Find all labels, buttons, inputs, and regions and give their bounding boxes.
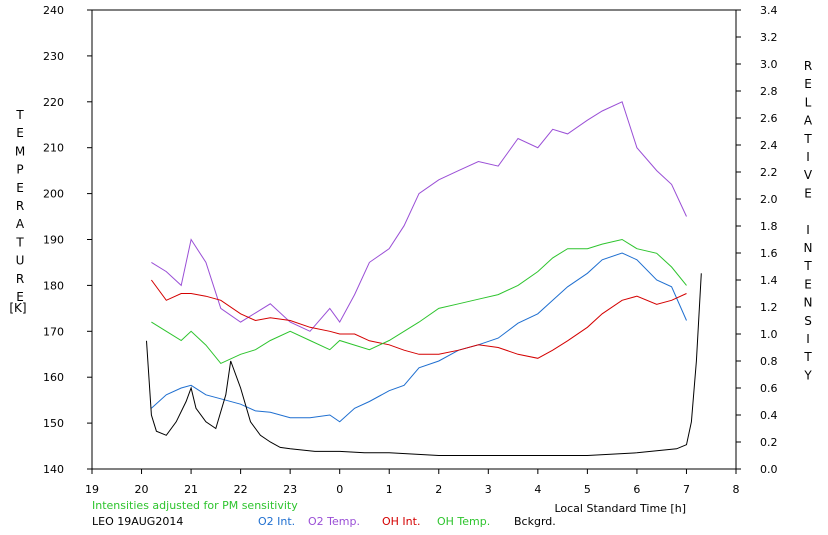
axis-label-letter: R (16, 199, 24, 213)
axis-label-letter: E (16, 126, 24, 140)
y-tick-label: 240 (43, 4, 64, 17)
axis-label-letter: T (15, 108, 24, 122)
x-tick-label: 20 (135, 483, 149, 496)
legend-entry: O2 Temp. (308, 515, 360, 528)
right-axis: 0.0 0.2 0.4 0.6 0.8 1.0 1.2 1.4 1.6 1.8 2.0 2.2 2.4 2… (736, 4, 778, 476)
axis-label-letter: V (804, 168, 813, 182)
series-line-oh-int (150, 279, 687, 359)
axis-label-letter: Y (803, 368, 812, 382)
x-tick-label: 0 (336, 483, 343, 496)
y2-tick-label: 3.2 (760, 31, 778, 44)
axis-label-letter: N (804, 241, 813, 255)
axis-label-letter: I (806, 332, 810, 346)
axis-label-letter: T (803, 132, 812, 146)
y2-tick-label: 0.8 (760, 355, 778, 368)
x-tick-label: 21 (184, 483, 198, 496)
x-tick-label: 5 (584, 483, 591, 496)
axis-label-letter: R (804, 59, 812, 73)
axis-label-letter: T (803, 350, 812, 364)
y2-tick-label: 0.2 (760, 436, 778, 449)
x-tick-label: 6 (633, 483, 640, 496)
axis-label-letter: U (16, 254, 25, 268)
y-tick-label: 160 (43, 371, 64, 384)
y2-tick-label: 1.8 (760, 220, 778, 233)
y2-tick-label: 1.2 (760, 301, 778, 314)
legend-entry: Bckgrd. (514, 515, 556, 528)
axis-label-letter: I (806, 150, 810, 164)
y-tick-label: 170 (43, 325, 64, 338)
axis-label-letter: T (15, 235, 24, 249)
series-layer (146, 101, 702, 456)
x-tick-label: 4 (534, 483, 541, 496)
series-line-o2-temp (151, 101, 687, 332)
x-tick-label: 8 (733, 483, 740, 496)
sensitivity-note: Intensities adjusted for PM sensitivity (92, 499, 298, 512)
axis-label-letter: S (804, 314, 812, 328)
plot-frame (91, 9, 737, 470)
axis-label-letter: E (804, 277, 812, 291)
axis-label-letter: N (804, 296, 813, 310)
legend-entry: O2 Int. (258, 515, 295, 528)
axis-label-letter: L (805, 95, 812, 109)
legend-entry: OH Int. (382, 515, 420, 528)
y-tick-label: 210 (43, 142, 64, 155)
series-line-bckgrd (146, 273, 702, 456)
y2-tick-label: 2.4 (760, 139, 778, 152)
y2-tick-label: 1.4 (760, 274, 778, 287)
x-tick-label: 19 (85, 483, 99, 496)
x-tick-label: 2 (435, 483, 442, 496)
y-tick-label: 150 (43, 417, 64, 430)
station-label: LEO 19AUG2014 (92, 515, 183, 528)
x-tick-label: 1 (386, 483, 393, 496)
axis-label-letter: A (16, 217, 25, 231)
x-tick-label: 23 (283, 483, 297, 496)
y-tick-label: 230 (43, 50, 64, 63)
y-tick-label: 140 (43, 463, 64, 476)
axis-label-letter: E (16, 181, 24, 195)
legend: O2 Int. O2 Temp. OH Int. OH Temp. Bckgrd. (258, 515, 556, 528)
y-axis-unit: [K] (9, 301, 26, 315)
x-tick-label: 7 (683, 483, 690, 496)
series-line-o2-int (151, 252, 687, 423)
x-axis: 19 20 21 22 23 0 1 2 3 4 5 6 7 8 (85, 469, 740, 496)
legend-entry: OH Temp. (437, 515, 490, 528)
axis-label-letter: P (16, 163, 23, 177)
x-tick-label: 3 (485, 483, 492, 496)
y2-tick-label: 1.0 (760, 328, 778, 341)
y2-tick-label: 3.4 (760, 4, 778, 17)
y-tick-label: 190 (43, 234, 64, 247)
y2-tick-label: 2.8 (760, 85, 778, 98)
y-tick-label: 180 (43, 279, 64, 292)
axis-label-letter: M (15, 144, 25, 158)
axis-label-letter: R (16, 272, 24, 286)
y-tick-label: 200 (43, 188, 64, 201)
axis-label-letter: E (804, 77, 812, 91)
y2-tick-label: 1.6 (760, 247, 778, 260)
left-axis: 140 150 160 170 180 190 200 210 220 230 240 (43, 4, 92, 476)
axis-label-letter: T (803, 259, 812, 273)
series-line-oh-temp (151, 238, 687, 365)
y2-tick-label: 0.6 (760, 382, 778, 395)
x-axis-label: Local Standard Time [h] (554, 502, 686, 515)
axis-label-letter: E (16, 290, 24, 304)
axis-label-letter: A (804, 114, 813, 128)
y2-tick-label: 2.0 (760, 193, 778, 206)
y2-tick-label: 2.2 (760, 166, 778, 179)
x-tick-label: 22 (234, 483, 248, 496)
y2-tick-label: 0.4 (760, 409, 778, 422)
axis-label-letter: I (806, 223, 810, 237)
y2-tick-label: 3.0 (760, 58, 778, 71)
y2-tick-label: 0.0 (760, 463, 778, 476)
y2-tick-label: 2.6 (760, 112, 778, 125)
axis-label-letter: E (804, 186, 812, 200)
y-tick-label: 220 (43, 96, 64, 109)
